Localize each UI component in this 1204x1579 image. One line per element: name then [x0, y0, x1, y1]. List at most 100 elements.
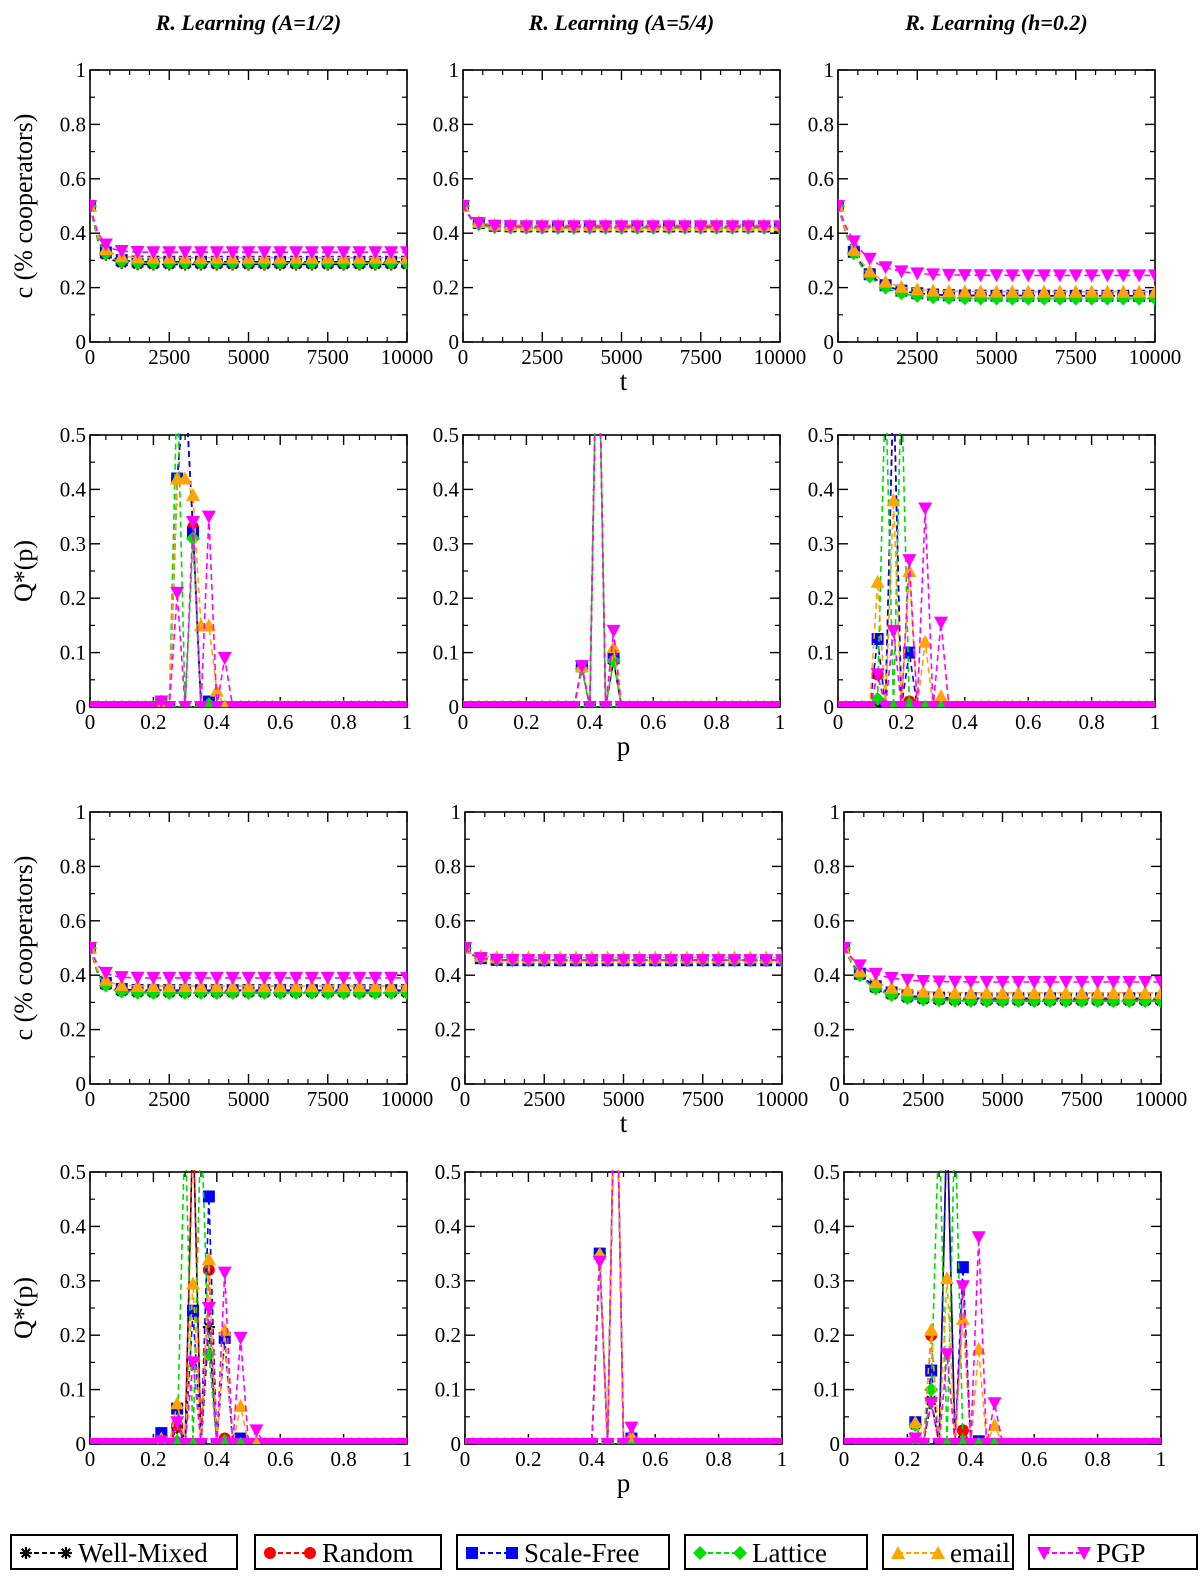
- legend-swatch: [264, 1547, 316, 1559]
- x-tick-label: 5000: [603, 1087, 645, 1111]
- y-tick-label: 0.5: [808, 423, 834, 447]
- y-axis-label: Q*(p): [9, 540, 38, 602]
- subplot-3-3: 0 0.2 0.4 0.6 0.8 1 0 2500 5000 7500 10000: [814, 800, 1188, 1111]
- subplot-1-3: 0 0.2 0.4 0.6 0.8 1 0 2500 5000 7500 10000: [808, 58, 1182, 369]
- data-point: [220, 700, 229, 707]
- x-tick-label: 0.4: [579, 1447, 606, 1471]
- x-axis-label: t: [620, 1108, 628, 1138]
- series-pgp: [463, 433, 780, 707]
- data-point: [600, 1438, 615, 1444]
- y-tick-label: 0.1: [435, 1378, 461, 1402]
- data-point: [1068, 284, 1083, 298]
- x-tick-label: 0: [839, 1087, 850, 1111]
- plot-frame: [89, 434, 408, 708]
- series-line: [844, 1170, 1161, 1444]
- y-tick-label: 0.2: [60, 586, 86, 610]
- data-point: [947, 975, 962, 989]
- y-tick-label: 0.4: [814, 963, 841, 987]
- data-point: [1122, 975, 1137, 989]
- data-point: [320, 971, 335, 985]
- legend-item-email: email: [882, 1534, 1014, 1570]
- data-point: [368, 979, 383, 993]
- data-point: [503, 220, 518, 234]
- data-point: [646, 220, 661, 234]
- y-tick-label: 0.8: [60, 854, 86, 878]
- data-point: [592, 1255, 607, 1269]
- data-point: [664, 954, 679, 968]
- data-point: [233, 1331, 248, 1345]
- x-tick-label: 1: [1156, 1447, 1167, 1471]
- data-point: [201, 1302, 216, 1315]
- data-point: [233, 1398, 248, 1412]
- y-tick-label: 0.1: [814, 1378, 840, 1402]
- data-point: [878, 701, 893, 707]
- series-pgp: [844, 1231, 1161, 1444]
- x-tick-label: 0: [460, 1087, 471, 1111]
- data-point: [584, 1438, 599, 1444]
- data-point: [932, 1438, 947, 1444]
- legend-item-random: Random: [254, 1534, 442, 1570]
- y-tick-label: 0.4: [808, 221, 835, 245]
- plot-frame: [89, 1171, 408, 1445]
- data-point: [987, 1417, 1002, 1431]
- data-point: [1100, 269, 1115, 283]
- data-point: [582, 220, 597, 234]
- data-point: [186, 1276, 201, 1290]
- series-layer: [90, 1170, 407, 1444]
- data-point: [862, 701, 877, 707]
- data-point: [963, 985, 978, 999]
- data-point: [304, 979, 319, 993]
- data-point: [926, 268, 941, 282]
- x-tick-label: 0: [85, 1087, 96, 1111]
- data-point: [566, 220, 581, 234]
- data-point: [910, 282, 925, 296]
- data-point: [193, 701, 208, 707]
- data-point: [217, 652, 232, 666]
- data-point: [505, 954, 520, 968]
- data-point: [352, 979, 367, 993]
- data-point: [870, 574, 885, 588]
- legend-item-pgp: PGP: [1028, 1534, 1198, 1570]
- series-pgp: [838, 502, 1155, 707]
- series-line: [838, 433, 1155, 707]
- legend-marker: [60, 1547, 72, 1559]
- series-email: [844, 941, 1161, 999]
- data-point: [1106, 985, 1121, 999]
- x-tick-label: 0: [85, 1447, 96, 1471]
- data-point: [537, 954, 552, 968]
- data-point: [973, 269, 988, 283]
- y-tick-label: 0.6: [435, 909, 461, 933]
- data-point: [1058, 985, 1073, 999]
- data-point: [201, 618, 216, 632]
- x-tick-label: 0.4: [958, 1447, 985, 1471]
- data-point: [193, 971, 208, 985]
- y-tick-label: 0.3: [814, 1269, 840, 1293]
- x-tick-label: 0.2: [888, 710, 914, 734]
- data-point: [178, 1438, 193, 1444]
- x-tick-label: 2500: [148, 345, 190, 369]
- data-point: [368, 246, 383, 260]
- data-point: [304, 246, 319, 260]
- data-point: [1052, 284, 1067, 298]
- series-line: [90, 433, 407, 707]
- data-point: [384, 979, 399, 993]
- data-point: [463, 200, 470, 213]
- y-tick-label: 0: [824, 695, 835, 719]
- y-tick-label: 0: [830, 1432, 841, 1456]
- plot-frame: [462, 69, 781, 343]
- x-tick-label: 0.8: [330, 710, 356, 734]
- data-point: [741, 220, 756, 234]
- series-email: [90, 1252, 407, 1444]
- legend-marker: [264, 1547, 276, 1559]
- y-tick-label: 0: [76, 1072, 87, 1096]
- y-tick-label: 0.5: [433, 423, 459, 447]
- data-point: [878, 261, 893, 275]
- x-tick-label: 2500: [902, 1087, 944, 1111]
- series-pgp: [463, 200, 780, 234]
- data-point: [1043, 985, 1058, 999]
- x-axis-label: p: [617, 731, 631, 761]
- subplot-2-1: 0 0.1 0.2 0.3 0.4 0.5 0 0.2 0.4 0.6 0.8 1: [60, 423, 413, 734]
- data-point: [600, 954, 615, 968]
- series-line: [844, 1170, 1161, 1444]
- data-point: [114, 971, 129, 985]
